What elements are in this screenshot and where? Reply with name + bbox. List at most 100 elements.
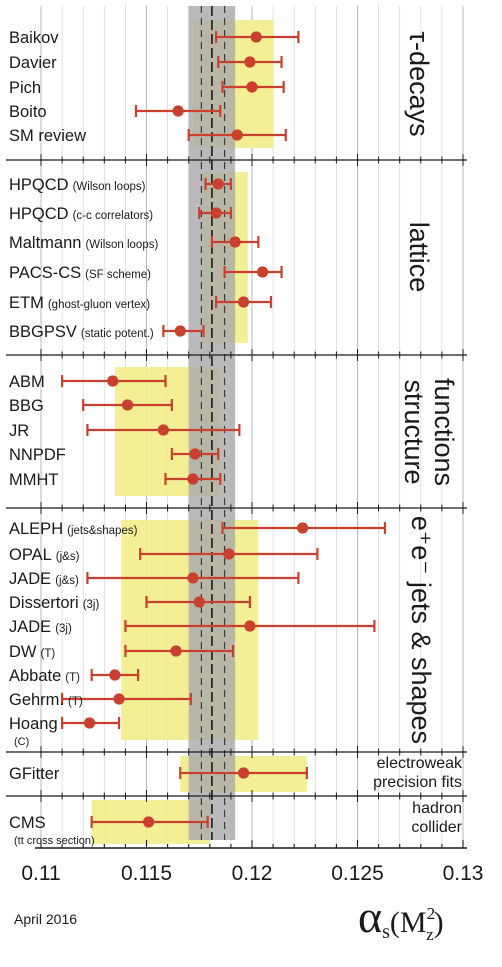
data-point	[297, 522, 309, 534]
category-label: τ-decays	[404, 31, 434, 136]
x-tick-label: 0.125	[331, 862, 384, 885]
row-label-name: Baikov	[9, 29, 59, 47]
row-label: SM review	[9, 127, 86, 145]
x-tick-label: 0.12	[232, 862, 273, 885]
row-label: OPAL (j&s)	[9, 546, 80, 564]
row-label-name: HPQCD	[9, 205, 69, 223]
x-axis-title-open: (M	[390, 906, 427, 939]
row-label: NNPDF	[9, 446, 66, 464]
row-label-name: JADE	[9, 618, 51, 636]
row-label-name: Dissertori	[9, 594, 79, 612]
row-label-name: JR	[9, 422, 29, 440]
category-label: electroweak	[377, 755, 463, 772]
row-label: Hoang	[9, 715, 58, 733]
row-label-note: (SF scheme)	[85, 269, 151, 281]
row-label-name: CMS	[9, 814, 46, 832]
row-label: JADE (3j)	[9, 618, 72, 636]
x-axis-title-sub2: z	[426, 925, 434, 944]
row-label: JADE (j&s)	[9, 570, 79, 588]
data-point	[237, 296, 250, 308]
category-label: collider	[411, 819, 462, 836]
data-point	[244, 56, 256, 68]
row-label-name: Abbate	[9, 667, 61, 685]
row-label: JR	[9, 422, 29, 440]
x-axis-title-base: α	[358, 891, 382, 942]
row-label-name: BBG	[9, 397, 44, 415]
data-point	[212, 178, 224, 190]
row-label-name: Maltmann	[9, 234, 81, 252]
data-point	[107, 375, 119, 387]
row-label-name: NNPDF	[9, 446, 66, 464]
row-label-note: (jets&shapes)	[67, 525, 137, 537]
data-point	[187, 572, 199, 584]
row-label-note: (3j)	[83, 599, 100, 611]
x-axis: 0.11 0.115 0.12 0.125 0.13	[21, 840, 483, 885]
row-label-note: (T)	[41, 648, 56, 660]
data-point	[237, 767, 250, 779]
row-label-note: (tt cross section)	[14, 835, 95, 847]
row-label-name: Davier	[9, 54, 57, 72]
row-label: Gehrm. (T)	[9, 691, 83, 709]
row-label: Baikov	[9, 29, 59, 47]
category-label: structure	[399, 379, 429, 484]
row-label: CMS	[9, 814, 46, 832]
row-label: Maltmann (Wilson loops)	[9, 234, 158, 252]
row-label-note: (T)	[68, 696, 83, 708]
row-labels: Baikov Davier Pich Boito SM review HPQCD (Wils…	[9, 29, 158, 847]
data-points	[60, 31, 387, 828]
row-label-name: ALEPH	[9, 520, 63, 538]
data-point	[210, 207, 222, 219]
row-label-note: (Wilson loops)	[73, 181, 146, 193]
x-axis-title-sup: 2	[427, 904, 436, 923]
group-separators	[6, 154, 467, 802]
row-label-note: (3j)	[55, 623, 72, 635]
row-label: ALEPH (jets&shapes)	[9, 520, 138, 538]
category-label: lattice	[404, 222, 434, 293]
data-point	[121, 399, 134, 411]
category-label: hadron	[412, 800, 462, 817]
x-axis-title-sub: s	[382, 921, 390, 943]
row-label-name: HPQCD	[9, 176, 69, 194]
data-point	[83, 717, 96, 729]
x-axis-title-close: )	[434, 906, 444, 939]
row-label-name: Pich	[9, 79, 41, 97]
row-label: HPQCD (Wilson loops)	[9, 176, 146, 194]
category-label: e⁺e⁻ jets & shapes	[406, 516, 436, 744]
data-point	[187, 473, 199, 485]
row-label-note: (j&s)	[55, 575, 79, 587]
row-label-name: SM review	[9, 127, 86, 145]
x-tick-label: 0.115	[121, 862, 172, 885]
row-label: ABM	[9, 373, 45, 391]
row-label: MMHT	[9, 471, 58, 489]
data-point	[172, 105, 184, 117]
row-label-note: (C)	[14, 736, 29, 748]
data-point	[256, 266, 269, 278]
row-label-note: (T)	[65, 672, 80, 684]
data-point	[250, 31, 262, 43]
row-label: PACS-CS (SF scheme)	[9, 264, 151, 282]
footer-date: April 2016	[14, 911, 77, 927]
row-label-note: (Wilson loops)	[85, 239, 158, 251]
category-label: precision fits	[373, 774, 462, 791]
data-point	[189, 448, 201, 460]
data-point	[170, 645, 182, 657]
row-label-name: MMHT	[9, 471, 58, 489]
row-label: DW (T)	[9, 643, 55, 661]
data-point	[174, 325, 186, 337]
data-point	[244, 620, 256, 632]
row-label-note: (static potent.)	[81, 328, 154, 340]
data-point	[143, 816, 155, 828]
row-label-name: Boito	[9, 103, 47, 121]
data-point	[113, 693, 125, 705]
x-tick-label: 0.11	[21, 862, 60, 885]
data-point	[231, 129, 243, 141]
row-label: Davier	[9, 54, 57, 72]
data-point	[157, 424, 169, 436]
row-label: Abbate (T)	[9, 667, 80, 685]
row-label: BBG	[9, 397, 44, 415]
x-axis-title: αs(M2 z)	[358, 891, 444, 944]
data-point	[229, 236, 241, 248]
data-point	[193, 596, 205, 608]
world-average-band	[188, 6, 236, 840]
